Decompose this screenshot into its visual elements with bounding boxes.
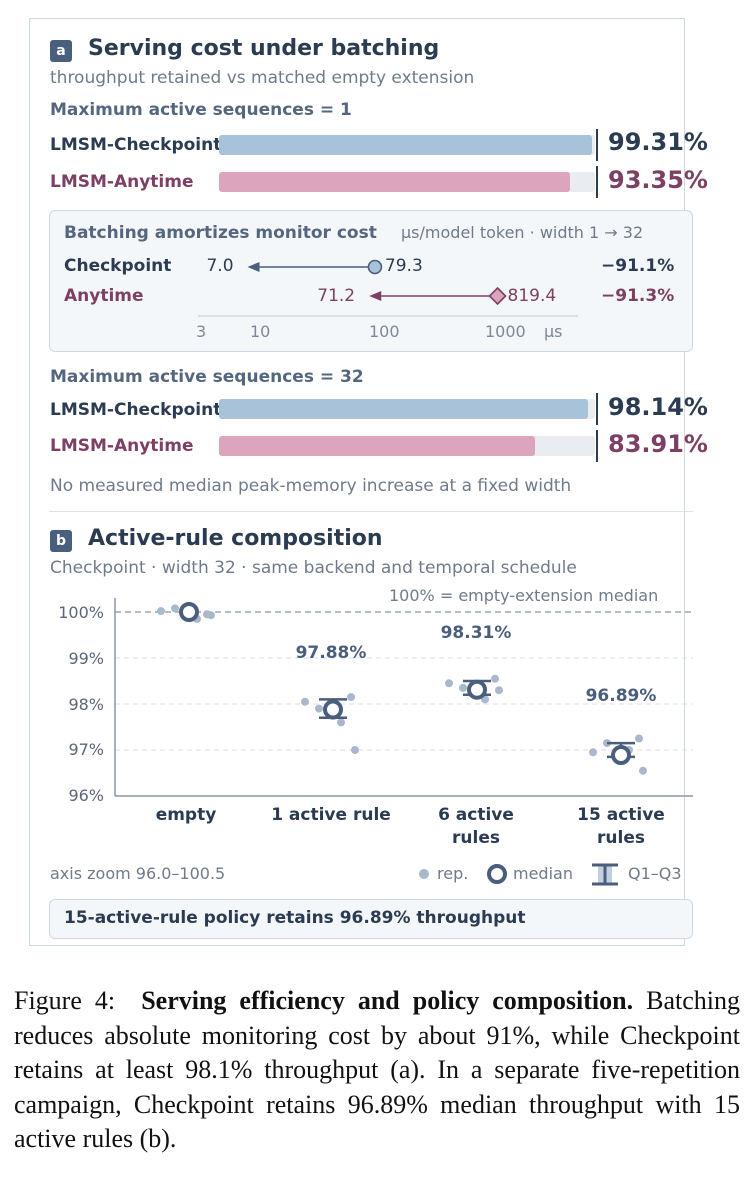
rep-point <box>171 604 179 613</box>
figure-caption: Figure 4: Serving efficiency and policy … <box>14 984 740 1157</box>
inset-anytime-start-marker <box>488 286 507 306</box>
legend-median-icon <box>487 864 507 884</box>
inset-anytime-arrow-head <box>369 291 382 301</box>
rep-point <box>635 734 643 743</box>
inset-checkpoint-label: Checkpoint <box>64 256 172 276</box>
inset-tick-1000: 1000 <box>485 322 526 341</box>
panel-b-title: Active-rule composition <box>88 526 383 551</box>
g1-anytime-tick <box>596 166 598 198</box>
group2-label: Maximum active sequences = 32 <box>50 367 364 387</box>
amortization-inset <box>49 210 693 352</box>
rep-point <box>491 674 499 683</box>
g1-anytime-track <box>219 172 595 192</box>
rep-point <box>207 611 215 620</box>
x-cat-6-rules: 6 active rules <box>438 805 514 848</box>
median-marker <box>467 679 487 700</box>
g2-checkpoint-label: LMSM-Checkpoint <box>50 400 222 420</box>
inset-axis-unit: μs <box>544 322 563 341</box>
rep-point <box>351 746 359 754</box>
rep-point <box>589 748 597 757</box>
g1-anytime-label: LMSM-Anytime <box>50 172 194 192</box>
legend-rep-label: rep. <box>437 864 469 883</box>
caption-prefix: Figure 4: <box>14 986 116 1015</box>
inset-anytime-label: Anytime <box>64 286 144 306</box>
g1-checkpoint-track <box>219 135 595 155</box>
reference-line-label: 100% = empty-extension median <box>389 586 659 605</box>
rep-point <box>347 693 355 702</box>
g1-checkpoint-label: LMSM-Checkpoint <box>50 135 222 155</box>
legend-symbols <box>419 863 618 886</box>
x-cat-15-rules: 15 active rules <box>577 805 665 848</box>
panel-a-subtitle: throughput retained vs matched empty ext… <box>50 68 475 88</box>
g2-checkpoint-value: 98.14% <box>608 393 708 421</box>
inset-checkpoint-from: 79.3 <box>384 256 423 276</box>
panel-a-footnote: No measured median peak-memory increase … <box>50 476 572 496</box>
median-label-6-rules: 98.31% <box>440 623 512 643</box>
g2-anytime-tick <box>596 430 598 462</box>
g2-anytime-track <box>219 436 595 456</box>
y-tick-96: 96% <box>68 786 104 805</box>
caption-bold: Serving efficiency and policy compositio… <box>141 986 634 1015</box>
median-label-1-rule: 97.88% <box>295 643 367 663</box>
inset-arrows <box>198 259 578 317</box>
g2-checkpoint-bar <box>219 399 588 419</box>
g2-checkpoint-tick <box>596 393 598 425</box>
inset-checkpoint-start-marker <box>367 259 383 275</box>
rep-point <box>639 766 647 775</box>
g1-anytime-value: 93.35% <box>608 166 708 194</box>
median-marker <box>611 745 631 766</box>
median-marker <box>323 699 343 720</box>
inset-anytime-to: 71.2 <box>317 286 356 306</box>
inset-anytime-from: 819.4 <box>507 286 557 306</box>
legend-rep-icon <box>419 869 429 879</box>
g2-anytime-value: 83.91% <box>608 430 708 458</box>
inset-checkpoint-to: 7.0 <box>206 256 234 276</box>
g2-anytime-bar <box>219 436 535 456</box>
inset-tick-100: 100 <box>369 322 400 341</box>
rep-point <box>315 704 323 713</box>
inset-anytime-change: −91.3% <box>601 286 675 306</box>
y-tick-100: 100% <box>58 603 104 622</box>
takeaway-text: 15-active-rule policy retains 96.89% thr… <box>64 908 526 928</box>
y-tick-99: 99% <box>68 649 104 668</box>
y-tick-98: 98% <box>68 695 104 714</box>
inset-note: μs/model token · width 1 → 32 <box>401 223 644 242</box>
rep-point <box>459 683 467 692</box>
caption-text: Batching reduces absolute monitoring cos… <box>14 986 741 1153</box>
median-label-15-rules: 96.89% <box>585 686 657 706</box>
panel-divider <box>49 511 693 512</box>
rep-point <box>157 607 165 616</box>
panel-b-subtitle: Checkpoint · width 32 · same backend and… <box>50 558 577 578</box>
panel-b-badge: b <box>50 530 72 552</box>
rep-point <box>301 697 309 706</box>
y-tick-97: 97% <box>68 740 104 759</box>
panel-a-badge: a <box>50 40 72 62</box>
panel-a-title: Serving cost under batching <box>88 36 440 61</box>
x-cat-empty: empty <box>155 805 217 825</box>
inset-tick-3: 3 <box>196 322 207 341</box>
axis-zoom-note: axis zoom 96.0–100.5 <box>50 864 226 883</box>
composition-plot <box>114 598 693 797</box>
g1-anytime-bar <box>219 172 570 192</box>
legend-median-label: median <box>513 864 573 883</box>
g1-checkpoint-value: 99.31% <box>608 128 708 156</box>
median-marker <box>179 602 199 622</box>
x-cat-1-rule: 1 active rule <box>271 805 391 825</box>
g1-checkpoint-tick <box>596 129 598 161</box>
figure-frame <box>29 18 685 946</box>
inset-title: Batching amortizes monitor cost <box>64 223 377 243</box>
rep-point <box>337 718 345 727</box>
rep-point <box>445 679 453 688</box>
inset-checkpoint-change: −91.1% <box>601 256 675 276</box>
inset-checkpoint-arrow-head <box>247 262 260 272</box>
g1-checkpoint-bar <box>219 135 593 155</box>
group1-label: Maximum active sequences = 1 <box>50 100 352 120</box>
rep-point <box>495 686 503 695</box>
takeaway-callout: 15-active-rule policy retains 96.89% thr… <box>49 899 693 939</box>
legend-iqr-label: Q1–Q3 <box>628 864 682 883</box>
g2-checkpoint-track <box>219 399 595 419</box>
inset-tick-10: 10 <box>250 322 271 341</box>
g2-anytime-label: LMSM-Anytime <box>50 436 194 456</box>
